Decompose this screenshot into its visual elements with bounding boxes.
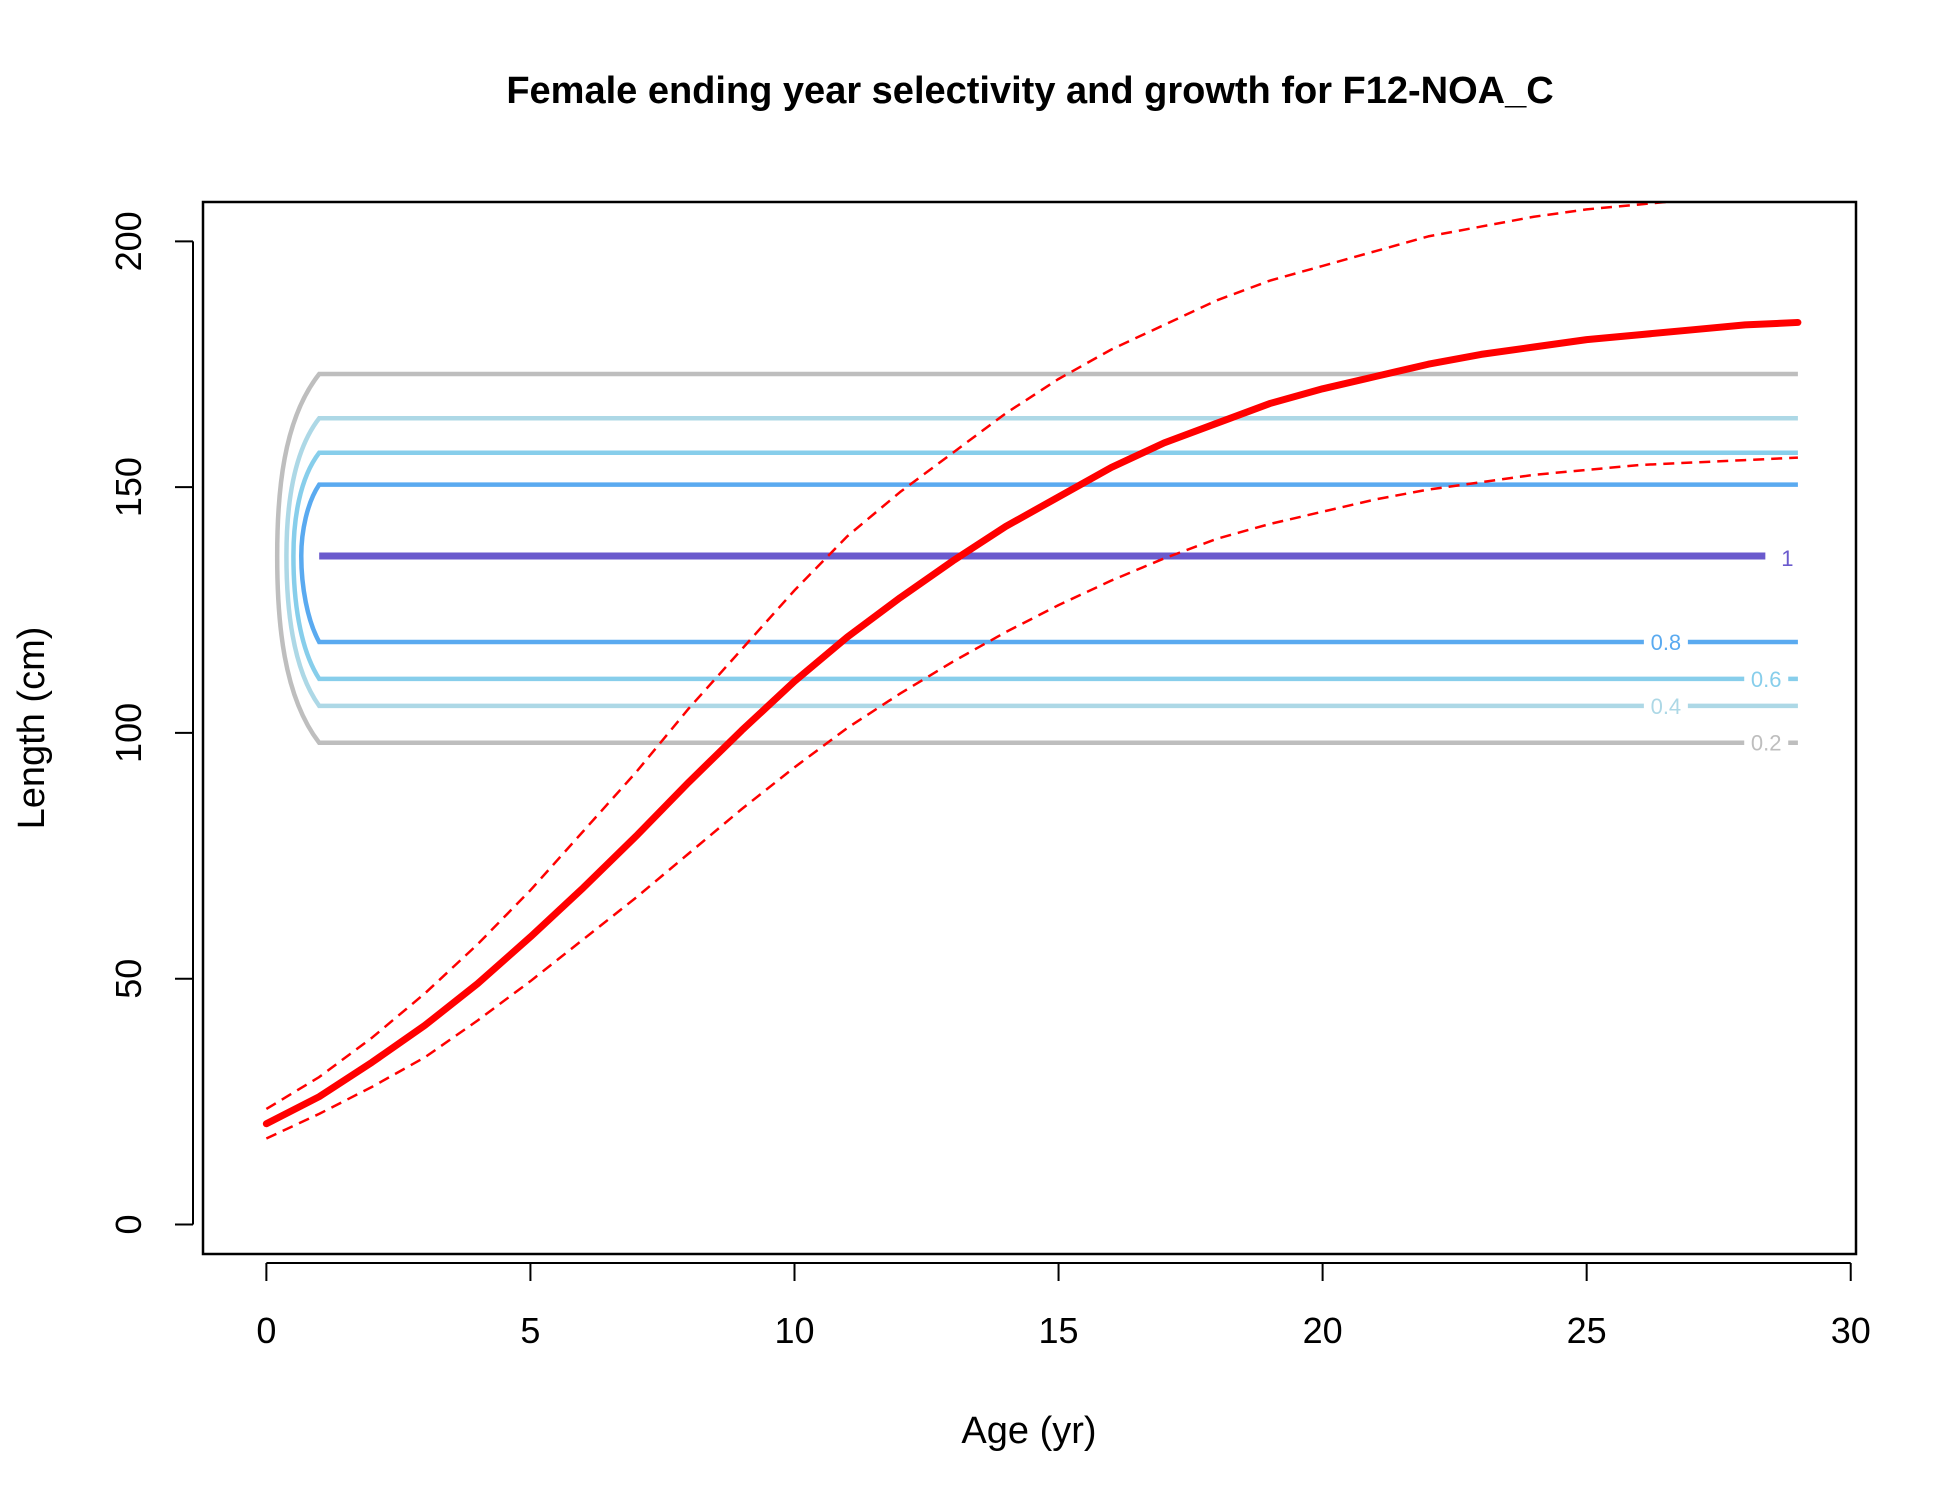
y-tick-label: 100 xyxy=(108,703,149,763)
y-tick-label: 0 xyxy=(108,1214,149,1234)
y-axis-title: Length (cm) xyxy=(11,627,53,830)
growth-lower-ci-line xyxy=(265,456,1798,1140)
contour-label-bg xyxy=(1643,629,1688,656)
chart-title: Female ending year selectivity and growt… xyxy=(506,70,1553,112)
y-tick-label: 150 xyxy=(108,457,149,517)
x-tick-label: 25 xyxy=(1567,1310,1607,1351)
x-tick-label: 20 xyxy=(1303,1310,1343,1351)
contour-label-bg xyxy=(1643,693,1688,720)
contour-label: 0.6 xyxy=(1751,667,1782,692)
series-layer xyxy=(262,202,1802,1140)
x-axis: 0 5 10 15 20 25 30 xyxy=(256,1262,1871,1351)
contour-line-0-8 xyxy=(299,482,1798,645)
plot-frame xyxy=(201,200,1858,1256)
x-tick-label: 15 xyxy=(1039,1310,1079,1351)
contour-label-bg xyxy=(1765,545,1810,572)
contour-label-bg xyxy=(1744,730,1789,757)
contour-label: 0.8 xyxy=(1651,630,1682,655)
contour-label-bg xyxy=(1744,666,1789,693)
x-tick-label: 0 xyxy=(256,1310,276,1351)
contour-line-0-4 xyxy=(284,416,1798,709)
contour-label: 0.4 xyxy=(1651,694,1682,719)
x-tick-label: 5 xyxy=(520,1310,540,1351)
y-tick-label: 50 xyxy=(108,959,149,999)
contour-layer: 0.2 0.4 0.6 0.8 1 xyxy=(274,371,1810,757)
y-axis: 0 50 100 150 200 xyxy=(108,211,194,1235)
x-tick-label: 30 xyxy=(1831,1310,1871,1351)
growth-upper-ci-line xyxy=(265,202,1680,1111)
x-tick-label: 10 xyxy=(774,1310,814,1351)
contour-label: 1 xyxy=(1781,546,1793,571)
growth-mean-line xyxy=(262,318,1802,1128)
y-tick-label: 200 xyxy=(108,211,149,271)
x-axis-title: Age (yr) xyxy=(961,1410,1096,1452)
contour-line-0-2 xyxy=(274,371,1798,745)
contour-label: 0.2 xyxy=(1751,731,1782,756)
contour-line-0-6 xyxy=(291,450,1798,682)
